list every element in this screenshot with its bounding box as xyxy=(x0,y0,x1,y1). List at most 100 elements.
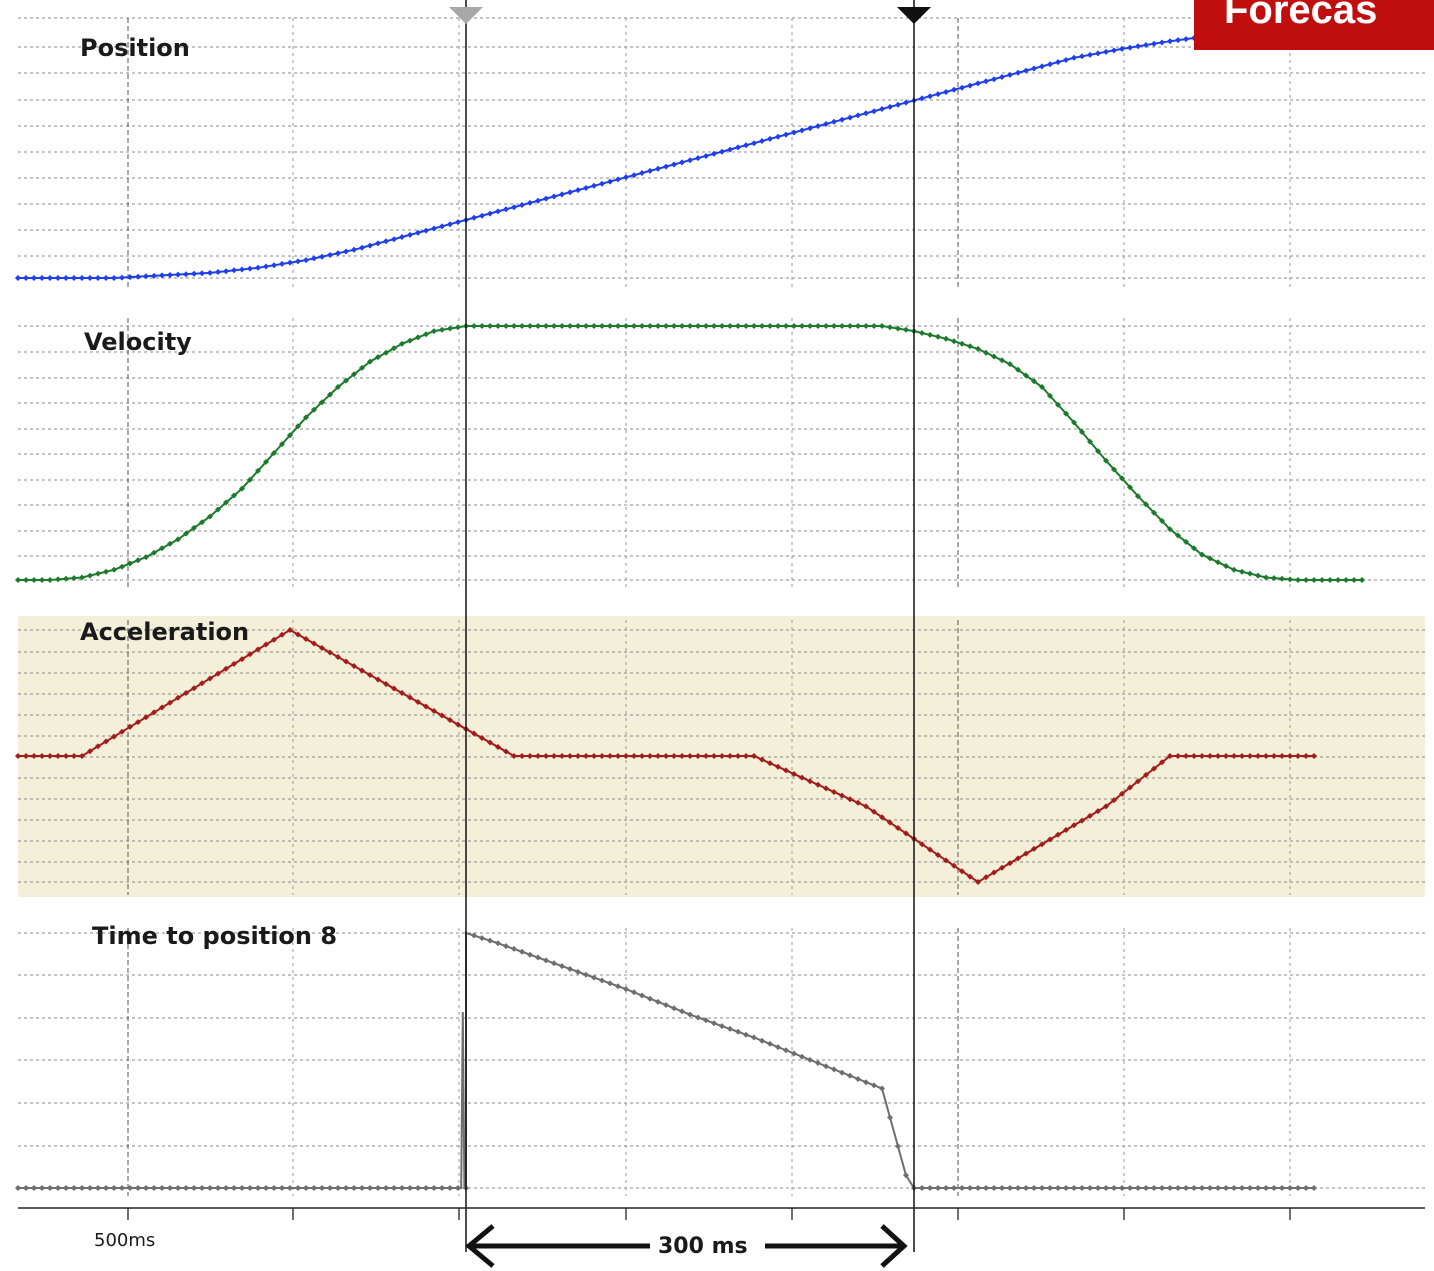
acceleration-point xyxy=(431,708,437,714)
time-to-position-point xyxy=(247,1185,253,1191)
position-point xyxy=(143,273,149,280)
acceleration-point xyxy=(943,857,949,864)
cursor-marker[interactable] xyxy=(897,7,931,24)
time-to-position-point xyxy=(1023,1185,1029,1191)
velocity-point xyxy=(919,330,925,336)
acceleration-point xyxy=(1311,753,1317,759)
time-to-position-point xyxy=(1031,1185,1037,1191)
position-point xyxy=(1071,54,1077,61)
acceleration-point xyxy=(335,654,341,660)
time-to-position-point xyxy=(351,1185,357,1191)
acceleration-point xyxy=(79,753,85,759)
velocity-point xyxy=(871,323,877,329)
time-to-position-point xyxy=(1263,1185,1269,1191)
velocity-point xyxy=(543,323,549,329)
time-to-position-point xyxy=(535,954,541,961)
velocity-point xyxy=(271,450,277,456)
velocity-point xyxy=(591,323,597,329)
time-to-position-point xyxy=(1311,1185,1317,1191)
time-to-position-point xyxy=(735,1028,741,1035)
velocity-point xyxy=(1015,366,1021,373)
position-point xyxy=(495,208,501,215)
position-point xyxy=(351,246,357,253)
position-point xyxy=(951,86,957,93)
velocity-point xyxy=(439,326,445,333)
time-to-position-point xyxy=(255,1185,261,1191)
velocity-point xyxy=(1175,532,1181,539)
cursor-marker[interactable] xyxy=(449,7,483,24)
position-point xyxy=(671,161,677,168)
position-point xyxy=(831,118,837,125)
position-point xyxy=(839,116,845,123)
acceleration-point xyxy=(927,846,933,853)
acceleration-point xyxy=(1047,836,1053,843)
acceleration-point xyxy=(231,660,237,667)
time-to-position-point xyxy=(855,1076,861,1082)
time-to-position-point xyxy=(1103,1185,1109,1191)
position-point xyxy=(1007,71,1013,78)
velocity-point xyxy=(279,441,285,448)
time-to-position-point xyxy=(815,1060,821,1066)
position-point xyxy=(191,270,197,277)
time-to-position-point xyxy=(407,1185,413,1191)
position-point xyxy=(359,244,365,251)
time-to-position-point xyxy=(583,971,589,978)
acceleration-point xyxy=(1055,831,1061,838)
position-point xyxy=(543,195,549,202)
velocity-point xyxy=(1039,384,1045,390)
x-axis-ticks xyxy=(127,1208,1291,1220)
position-point xyxy=(959,84,965,91)
time-to-position-point xyxy=(319,1185,325,1191)
time-to-position-point xyxy=(1239,1185,1245,1191)
time-to-position-point xyxy=(311,1185,317,1191)
position-series-line xyxy=(18,22,1363,279)
time-to-position-point xyxy=(1175,1185,1181,1191)
velocity-point xyxy=(831,323,837,329)
position-point xyxy=(239,266,245,273)
time-to-position-point xyxy=(1295,1185,1301,1191)
time-to-position-point xyxy=(151,1185,157,1191)
velocity-point xyxy=(407,337,413,344)
time-to-position-panel-title: Time to position 8 xyxy=(92,922,337,950)
velocity-point xyxy=(767,323,773,329)
velocity-point xyxy=(1183,538,1189,545)
position-point xyxy=(903,99,909,106)
position-point xyxy=(1047,61,1053,68)
position-point xyxy=(791,129,797,136)
acceleration-point xyxy=(95,743,101,750)
position-point xyxy=(207,269,213,276)
velocity-point xyxy=(159,545,165,552)
time-to-position-point xyxy=(823,1063,829,1070)
time-to-position-point xyxy=(111,1185,117,1191)
acceleration-point xyxy=(1079,817,1085,824)
x-tick-label-500ms: 500ms xyxy=(94,1230,155,1251)
span-arrow-left-head xyxy=(465,1224,495,1268)
time-to-position-point xyxy=(375,1185,381,1191)
velocity-point xyxy=(335,384,341,390)
velocity-point xyxy=(687,323,693,329)
position-point xyxy=(127,274,133,281)
acceleration-point xyxy=(887,819,893,826)
velocity-point xyxy=(575,323,581,329)
velocity-point xyxy=(143,554,149,561)
position-point xyxy=(1143,42,1149,48)
time-to-position-point xyxy=(1207,1185,1213,1191)
time-to-position-point xyxy=(447,1185,453,1191)
time-to-position-point xyxy=(639,992,645,999)
time-to-position-point xyxy=(991,1185,997,1191)
time-to-position-point xyxy=(127,1185,133,1191)
time-to-position-point xyxy=(495,940,501,947)
position-point xyxy=(967,82,973,89)
position-point xyxy=(1031,65,1037,72)
velocity-point xyxy=(191,524,197,531)
time-to-position-point xyxy=(983,1185,989,1191)
acceleration-point xyxy=(855,799,861,806)
acceleration-point xyxy=(591,753,597,759)
time-to-position-point xyxy=(1223,1185,1229,1191)
acceleration-point xyxy=(439,712,445,719)
time-to-position-point xyxy=(615,983,621,990)
time-to-position-point xyxy=(223,1185,229,1191)
acceleration-point xyxy=(1023,850,1029,857)
time-to-position-point xyxy=(943,1185,949,1191)
position-point xyxy=(367,242,373,249)
